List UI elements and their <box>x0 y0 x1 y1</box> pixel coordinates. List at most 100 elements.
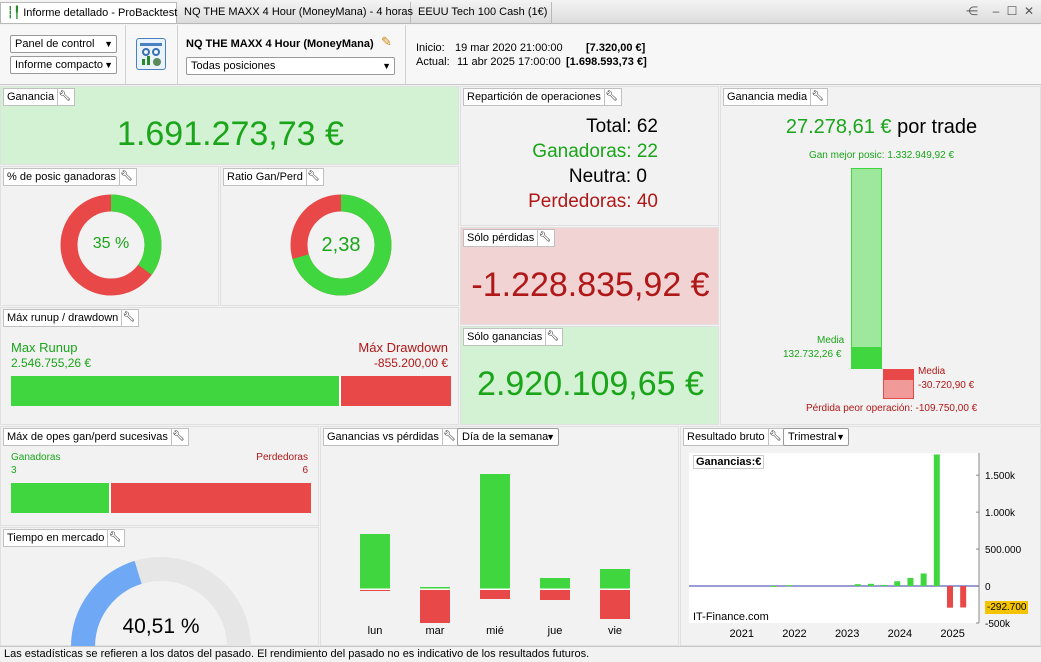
average-gain-panel: Ganancia media 🔧︎ 27.278,61 € por trade G… <box>720 86 1041 425</box>
gain-bar-mié <box>480 474 510 589</box>
wrench-icon[interactable]: 🔧︎ <box>810 89 824 105</box>
tab-strategy[interactable]: NQ THE MAXX 4 Hour (MoneyMana) - 4 horas <box>178 2 413 23</box>
runup-value: 2.546.755,26 € <box>11 356 92 370</box>
time-in-market-value: 40,51 % <box>122 615 200 638</box>
result-bar <box>854 584 861 587</box>
x-tick-label: jue <box>547 625 563 637</box>
total-trades: Total: 62 <box>586 116 658 137</box>
wrench-icon[interactable]: 🔧︎ <box>441 429 456 445</box>
average-loss-bar <box>883 369 914 380</box>
x-tick-label: 2023 <box>835 628 859 640</box>
end-value: [1.698.593,73 €] <box>566 56 647 68</box>
wrench-icon[interactable]: 🔧︎ <box>57 89 71 105</box>
wrench-icon[interactable]: 🔧︎ <box>603 89 618 105</box>
weekday-select[interactable]: Día de la semana ▼ <box>457 428 559 446</box>
consecutive-win-fill <box>11 483 111 513</box>
period-select[interactable]: Trimestral ▼ <box>783 428 849 446</box>
average-loss-value: -30.720,90 € <box>918 380 975 391</box>
wrench-icon[interactable]: 🔧︎ <box>305 169 320 185</box>
loss-bar-jue <box>540 590 570 600</box>
panel-title: Ganancias vs pérdidas 🔧︎ <box>323 428 460 446</box>
wrench-icon[interactable]: 🔧︎ <box>118 169 133 185</box>
report-type-select[interactable]: Informe compacto ▼ <box>10 56 117 74</box>
report-header: Panel de control ▼ Informe compacto ▼ NQ T… <box>0 25 1041 85</box>
report-settings-icon[interactable] <box>136 38 166 70</box>
gross-result-panel: Resultado bruto 🔧︎ Trimestral ▼ 1.500k 1.00… <box>680 426 1041 646</box>
chevron-down-icon: ▼ <box>104 39 113 49</box>
consecutive-loss-label: Perdedoras <box>256 452 308 463</box>
chevron-down-icon: ▼ <box>382 61 391 71</box>
average-loss-label: Media <box>918 366 946 377</box>
result-bar <box>881 584 888 587</box>
minimize-icon[interactable]: – <box>992 4 1000 18</box>
gains-vs-losses-panel: Ganancias vs pérdidas 🔧︎ Día de la semana… <box>320 426 679 646</box>
loss-bar-lun <box>360 590 390 591</box>
wrench-icon[interactable]: 🔧︎ <box>107 530 121 546</box>
result-bar <box>907 577 914 587</box>
panel-select[interactable]: Panel de control ▼ <box>10 35 117 53</box>
x-tick-label: mié <box>486 625 504 637</box>
consecutive-win-value: 3 <box>11 465 17 476</box>
gains-only-panel: Sólo ganancias 🔧︎ 2.920.109,65 € <box>460 326 719 425</box>
disclaimer: Las estadísticas se refieren a los datos… <box>0 646 1041 662</box>
y-tick-label: -500k <box>985 619 1011 630</box>
start-date: 19 mar 2020 21:00:00 <box>455 42 563 54</box>
x-tick-label: 2021 <box>729 628 753 640</box>
runup-label: Max Runup <box>11 340 78 355</box>
tab-label: Informe detallado - ProBacktest <box>23 7 178 19</box>
loss-bar-mar <box>420 590 450 623</box>
distribution-panel: Repartición de operaciones 🔧︎ Total: 62 G… <box>460 86 719 226</box>
positions-select[interactable]: Todas posiciones ▼ <box>186 57 395 75</box>
close-icon[interactable]: ✕ <box>1023 4 1035 18</box>
result-bar <box>960 586 967 608</box>
probacktest-icon: ┆╿ <box>7 7 21 19</box>
edit-pencil-icon[interactable]: ✎ <box>381 34 392 49</box>
gains-value: 2.920.109,65 € <box>477 365 704 403</box>
wrench-icon[interactable]: 🔧︎ <box>767 429 782 445</box>
y-tick-label: 500.000 <box>985 545 1022 556</box>
wrench-icon[interactable]: 🔧︎ <box>545 329 559 345</box>
ratio-arc <box>290 194 392 296</box>
runup-fill <box>11 376 341 406</box>
result-bar <box>770 585 777 587</box>
time-in-market-panel: Tiempo en mercado 🔧︎ 40,51 % <box>0 527 319 647</box>
loss-bar-vie <box>600 590 630 619</box>
gains-vs-losses-chart: lun mar mié jue vie <box>360 474 630 637</box>
losing-trades: Perdedoras: 40 <box>528 191 658 212</box>
wrench-icon[interactable]: 🔧︎ <box>170 429 185 445</box>
maximize-icon[interactable]: ☐ <box>1006 4 1018 18</box>
result-bar <box>786 585 793 587</box>
profit-value: 1.691.273,73 € <box>117 115 344 153</box>
neutral-trades: Neutra: 0 <box>568 166 647 187</box>
x-tick-label: lun <box>368 625 383 637</box>
x-tick-label: 2022 <box>782 628 806 640</box>
panel-title: % de posic ganadoras 🔧︎ <box>3 168 137 186</box>
panel-title: Resultado bruto 🔧︎ <box>683 428 786 446</box>
chart-title: Ganancias:€ <box>693 455 765 469</box>
divider <box>177 25 178 85</box>
losses-only-panel: Sólo pérdidas 🔧︎ -1.228.835,92 € <box>460 227 719 325</box>
panel-title: Ganancia 🔧︎ <box>3 88 76 106</box>
panel-title: Máx runup / drawdown 🔧︎ <box>3 309 140 327</box>
chevron-down-icon: ▼ <box>104 60 113 70</box>
share-icon[interactable]: ⋲ <box>966 4 978 18</box>
result-bar <box>920 573 927 587</box>
winning-trades: Ganadoras: 22 <box>532 141 658 162</box>
tab-detailed-report[interactable]: ┆╿ Informe detallado - ProBacktest <box>0 2 177 23</box>
runup-panel: Máx runup / drawdown 🔧︎ Max Runup 2.546.7… <box>0 307 459 425</box>
average-win-bar <box>851 347 882 369</box>
best-trade-label: Gan mejor posic: 1.332.949,92 € <box>808 150 955 161</box>
start-row: Inicio: <box>416 42 445 54</box>
average-win-value: 132.732,26 € <box>783 349 842 360</box>
watermark: IT-Finance.com <box>693 611 769 623</box>
chevron-down-icon: ▼ <box>836 432 845 442</box>
tab-instrument[interactable]: EEUU Tech 100 Cash (1€) <box>412 2 552 23</box>
panel-title: Tiempo en mercado 🔧︎ <box>3 529 126 547</box>
wrench-icon[interactable]: 🔧︎ <box>537 230 551 246</box>
wrench-icon[interactable]: 🔧︎ <box>121 310 135 326</box>
end-label: Actual: <box>416 56 450 68</box>
gain-bar-jue <box>540 578 570 589</box>
strategy-name: NQ THE MAXX 4 Hour (MoneyMana) <box>186 38 374 50</box>
x-tick-label: mar <box>426 625 445 637</box>
consecutive-loss-value: 6 <box>302 465 308 476</box>
